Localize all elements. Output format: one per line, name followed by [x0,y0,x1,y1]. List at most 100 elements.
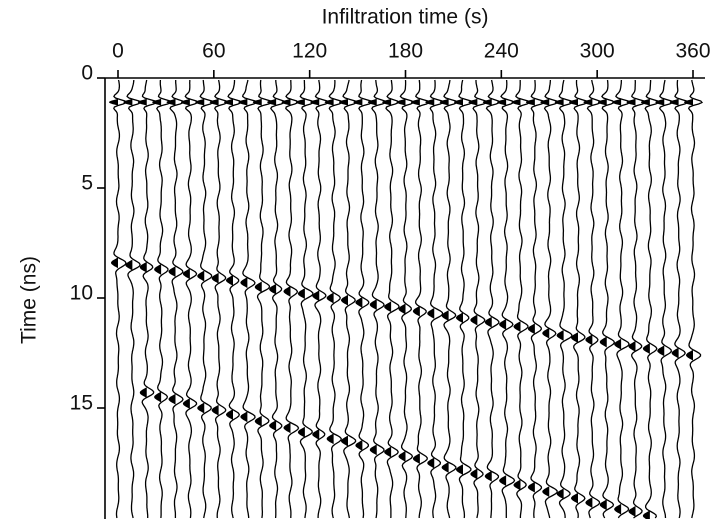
reflection-lobe [339,98,348,106]
reflection-lobe [226,409,233,421]
reflection-lobe [525,98,535,106]
reflection-lobe [441,310,449,322]
trace [586,79,602,519]
reflection-lobe [297,426,305,438]
reflection-lobe [197,270,205,282]
reflection-lobe [569,98,578,106]
reflection-lobe [556,329,564,341]
trace [169,80,185,518]
reflection-lobe [109,98,118,106]
trace [601,79,616,519]
trace [299,79,315,519]
reflection-lobe [182,268,190,280]
reflection-lobe [499,475,507,487]
reflection-lobe [412,453,420,465]
reflection-lobe [482,98,492,106]
reflection-lobe [154,263,162,275]
reflection-lobe [398,303,406,315]
reflection-lobe [281,98,291,106]
reflection-lobe [456,312,463,324]
trace [573,79,589,519]
reflection-lobe [686,349,693,361]
reflection-lobe [355,439,363,451]
reflection-lobe [182,398,190,410]
trace [385,79,400,519]
reflection-lobe [554,98,564,106]
reflection-lobe [211,272,219,284]
reflection-lobe [470,314,478,326]
reflection-lobe [269,283,277,295]
reflection-lobe [254,415,262,427]
reflection-lobe [310,98,320,106]
reflection-lobe [254,281,262,293]
reflection-lobe [139,387,147,399]
x-tick-label: 120 [292,40,327,63]
reflection-lobe [353,98,363,106]
reflection-lobe [470,468,478,480]
trace [285,80,300,518]
trace [414,79,431,518]
trace [358,79,374,519]
reflection-lobe [195,98,205,106]
reflection-lobe [427,307,435,319]
reflection-lobe [511,98,521,106]
trace [543,79,560,519]
reflection-lobe [642,510,650,519]
reflection-lobe [341,435,348,447]
reflection-lobe [614,503,622,515]
reflection-lobe [640,98,650,106]
reflection-lobe [513,479,521,491]
reflection-lobe [326,433,334,445]
reflection-lobe [456,464,463,476]
reflection-lobe [125,259,133,271]
trace [631,79,647,519]
reflection-lobe [382,98,392,106]
reflection-lobe [427,457,435,469]
trace [485,79,501,518]
y-tick-label: 15 [70,392,93,415]
reflection-lobe [324,98,334,106]
reflection-lobe [497,98,507,106]
reflection-lobe [312,290,320,302]
reflection-lobe [297,288,305,300]
x-tick-label: 300 [580,40,615,63]
reflection-lobe [655,98,665,106]
trace [227,80,243,519]
reflection-lobe [484,316,492,328]
trace [615,79,632,519]
reflection-lobe [597,98,607,106]
reflection-lobe [283,422,291,434]
trace [687,79,704,519]
reflection-lobe [137,98,147,106]
trace [256,79,274,519]
reflection-lobe [628,340,636,352]
reflection-lobe [396,98,406,106]
reflection-lobe [585,497,593,509]
trace [113,79,128,519]
reflection-lobe [240,411,248,423]
reflection-lobe [513,321,521,333]
reflection-lobe [252,98,262,106]
reflection-lobe [542,327,550,339]
y-tick-label: 10 [70,282,93,305]
reflection-lobe [369,299,377,311]
reflection-lobe [499,318,507,330]
reflection-lobe [583,98,593,106]
reflection-lobe [571,332,578,344]
y-tick-label: 5 [81,172,93,195]
trace [199,79,215,519]
trace [184,80,199,519]
reflection-lobe [527,481,535,493]
reflection-lobe [152,98,162,106]
reflection-lobe [671,347,679,359]
reflection-lobe [312,428,320,440]
trace [141,79,158,518]
reflection-lobe [441,461,449,473]
reflection-lobe [168,266,176,278]
reflection-lobe [468,98,478,106]
reflection-lobe [599,336,607,348]
x-tick-label: 180 [388,40,423,63]
reflection-lobe [384,446,392,458]
reflection-lobe [398,450,406,462]
